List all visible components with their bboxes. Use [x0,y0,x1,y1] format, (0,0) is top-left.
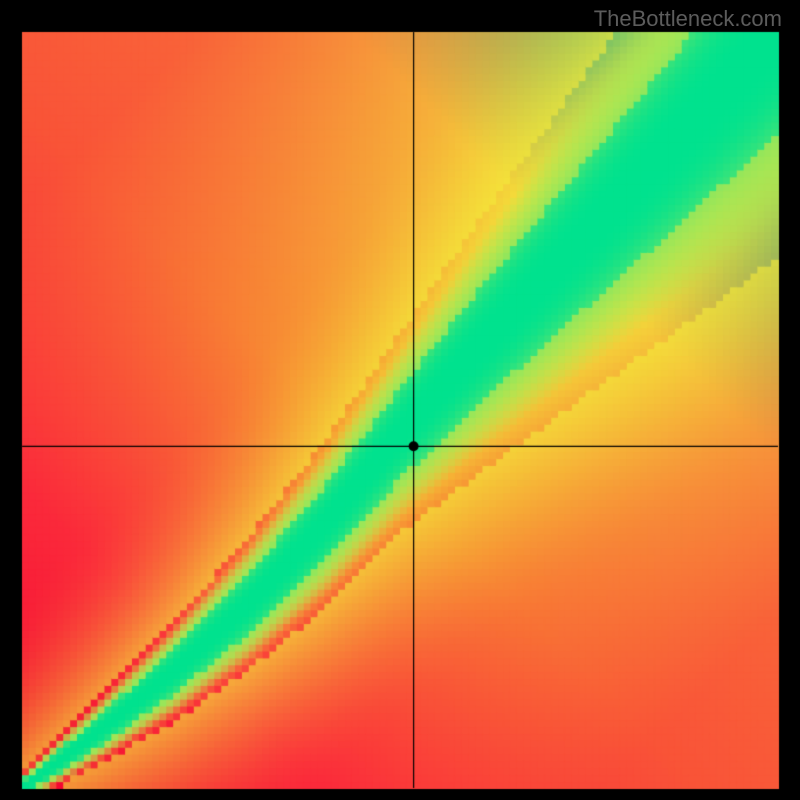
watermark-text: TheBottleneck.com [594,6,782,32]
chart-container: TheBottleneck.com [0,0,800,800]
crosshair-overlay [0,0,800,800]
